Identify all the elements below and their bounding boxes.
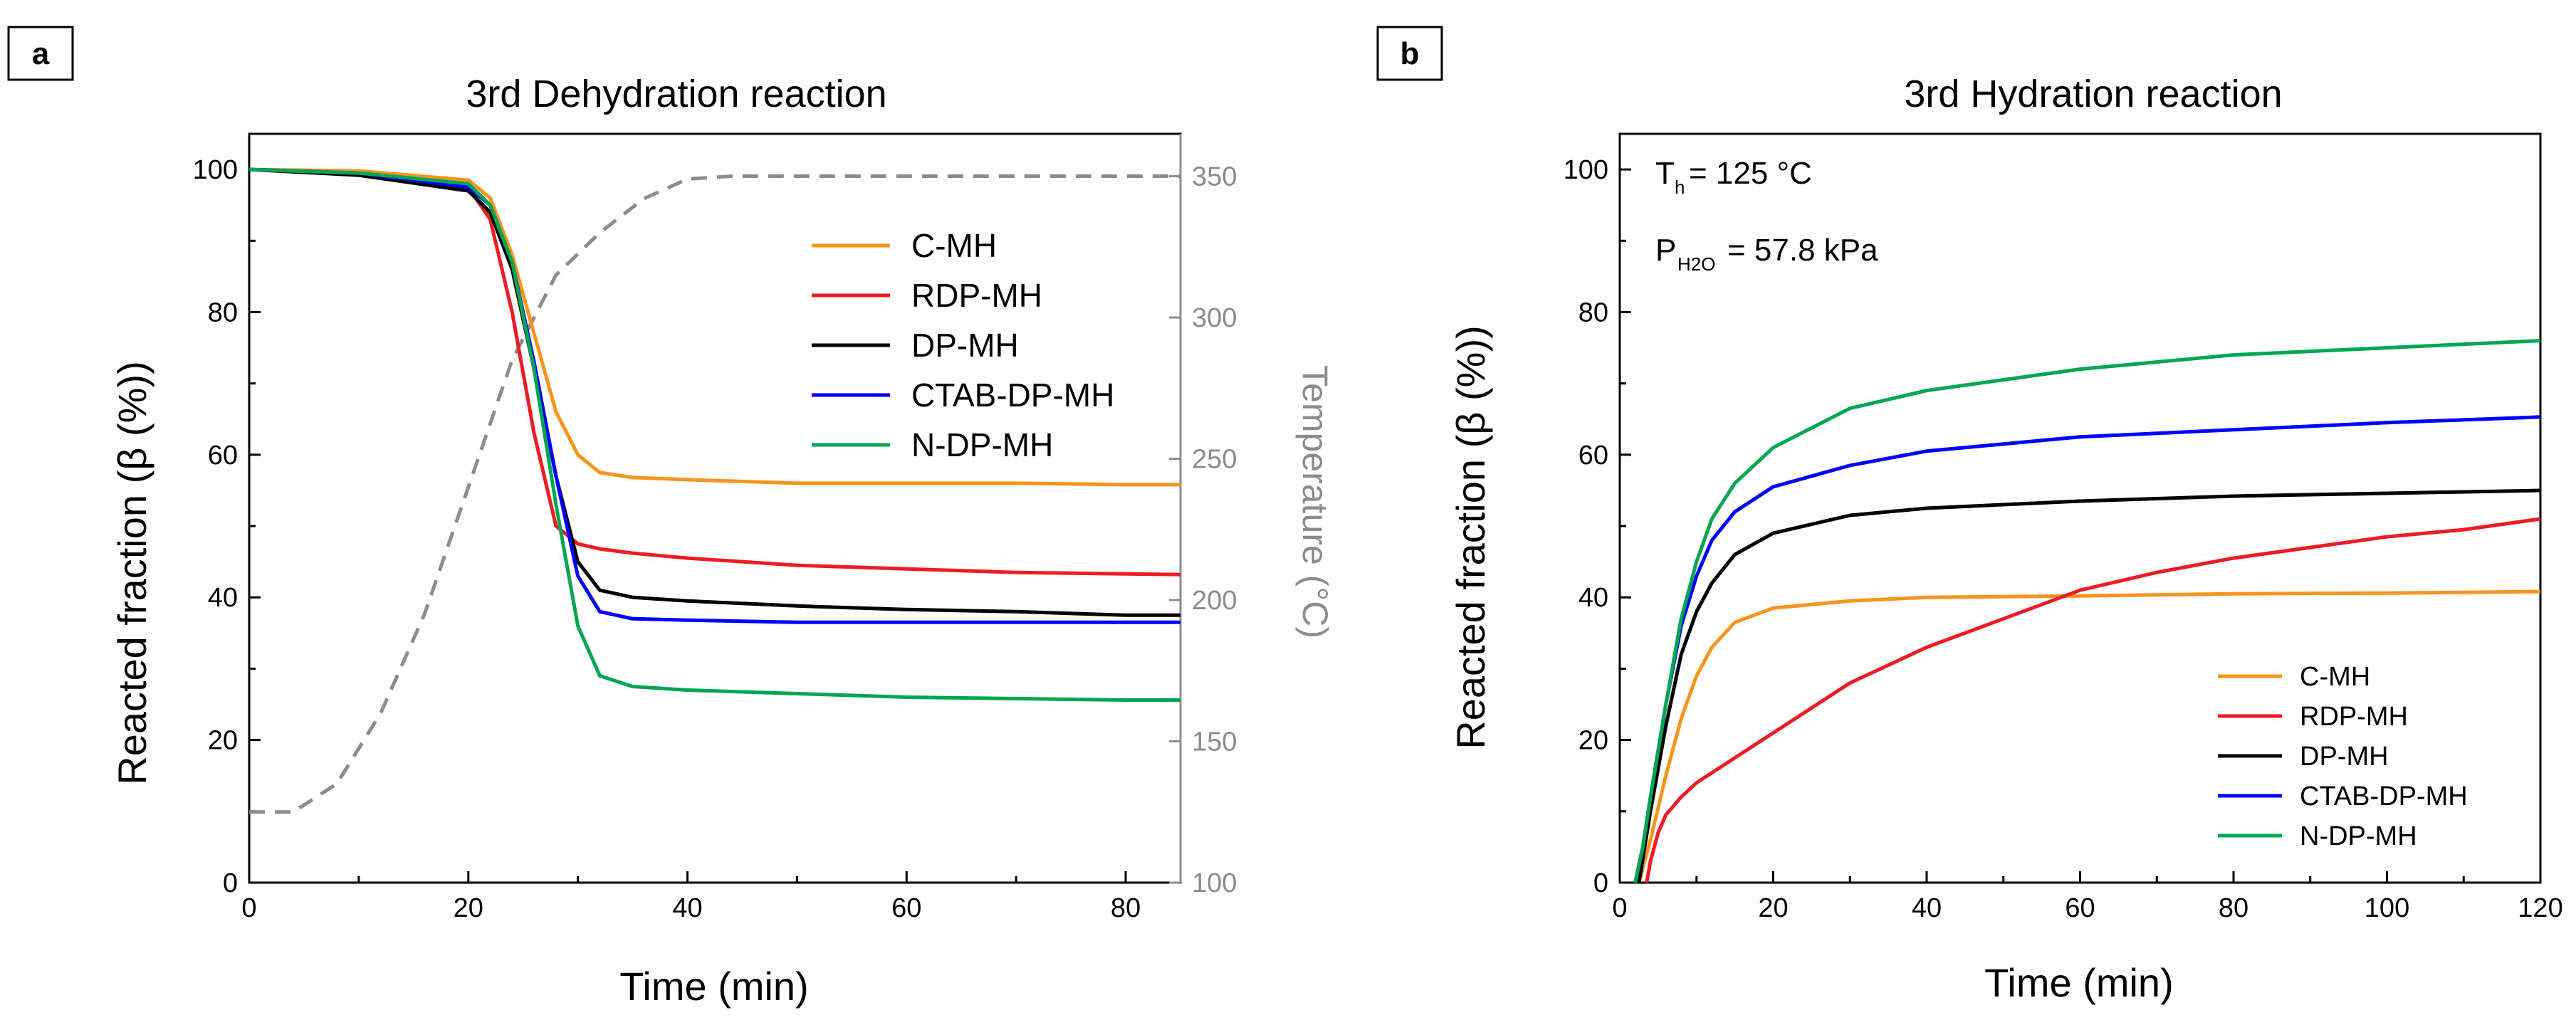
y-tick-label: 60 [1578,441,1608,470]
y2-tick-label: 200 [1192,586,1237,616]
y2-tick-label: 350 [1192,162,1237,192]
y2-tick-label: 300 [1192,303,1237,333]
y-tick-label: 80 [208,298,238,327]
y2-tick-label: 100 [1192,868,1237,898]
x-tick-label: 120 [2518,893,2562,923]
annotation-th-value: = 125 °C [1689,156,1812,191]
panel-a-title: 3rd Dehydration reaction [466,73,886,115]
y-tick-label: 20 [1578,726,1608,756]
panel-b-label-box [1376,26,1443,81]
y-tick-label: 0 [223,868,238,898]
legend-label: RDP-MH [911,277,1042,314]
series-line-ctab-dp-mh [1633,415,2541,883]
x-tick-label: 100 [2365,893,2409,923]
legend-label: C-MH [2300,662,2370,692]
panel-b-xlabel: Time (min) [1984,960,2173,1005]
series-line-rdp-mh [1645,517,2541,883]
series-line-rdp-mh [248,167,1181,577]
y-tick-label: 100 [193,155,238,185]
series-line-n-dp-mh [1633,339,2541,883]
legend-label: C-MH [911,227,997,264]
panel-a-label: a [32,36,50,71]
y-tick-label: 40 [208,583,238,613]
annotation-p-main: P [1655,233,1676,268]
panel-a-label-box [7,26,74,81]
x-tick-label: 20 [454,893,483,923]
panel-a: a 3rd Dehydration reaction Reacted fract… [7,26,1335,1009]
panel-a-ylabel: Reacted fraction (β (%)) [110,361,155,785]
annotation-p-sub: H2O [1677,253,1715,275]
panel-b-label: b [1400,36,1420,71]
legend-label: RDP-MH [2300,702,2408,732]
x-tick-label: 80 [1111,893,1141,923]
panel-a-plot-frame [248,132,1182,884]
x-tick-label: 60 [891,893,921,923]
temperature-series-line [249,174,1180,814]
legend-label: N-DP-MH [911,426,1053,463]
panel-b: b 3rd Hydration reaction Reacted fractio… [1376,26,2563,1005]
x-tick-label: 0 [241,893,256,923]
series-line-c-mh [248,167,1180,487]
y-tick-label: 20 [208,726,238,756]
x-tick-label: 60 [2065,893,2095,923]
series-line-dp-mh [1637,488,2541,883]
legend-label: CTAB-DP-MH [2300,782,2468,811]
annotation-p-value: = 57.8 kPa [1727,233,1878,268]
legend-label: DP-MH [2300,742,2389,772]
x-tick-label: 0 [1612,893,1627,923]
panel-b-ylabel: Reacted fraction (β (%)) [1448,325,1493,750]
y-tick-label: 0 [1593,868,1608,898]
panel-a-xlabel: Time (min) [619,964,808,1009]
x-tick-label: 80 [2219,893,2248,923]
annotation-th-main: T [1655,156,1675,191]
series-line-n-dp-mh [248,167,1180,702]
legend-label: CTAB-DP-MH [911,377,1114,414]
y-tick-label: 60 [208,441,238,470]
x-tick-label: 40 [672,893,702,923]
series-line-dp-mh [248,167,1180,617]
x-tick-label: 20 [1758,893,1788,923]
x-tick-label: 40 [1912,893,1942,923]
annotation-th-sub: h [1675,177,1685,198]
y-tick-label: 80 [1578,298,1608,327]
legend-label: DP-MH [911,327,1019,364]
panel-b-title: 3rd Hydration reaction [1904,73,2282,115]
series-line-c-mh [1637,589,2541,883]
y-tick-label: 100 [1564,155,1608,185]
y2-tick-label: 150 [1192,727,1237,757]
y2-tick-label: 250 [1192,445,1237,475]
panel-a-y2label: Temperature (°C) [1295,365,1335,638]
legend-label: N-DP-MH [2300,821,2417,851]
y-tick-label: 40 [1578,583,1608,613]
